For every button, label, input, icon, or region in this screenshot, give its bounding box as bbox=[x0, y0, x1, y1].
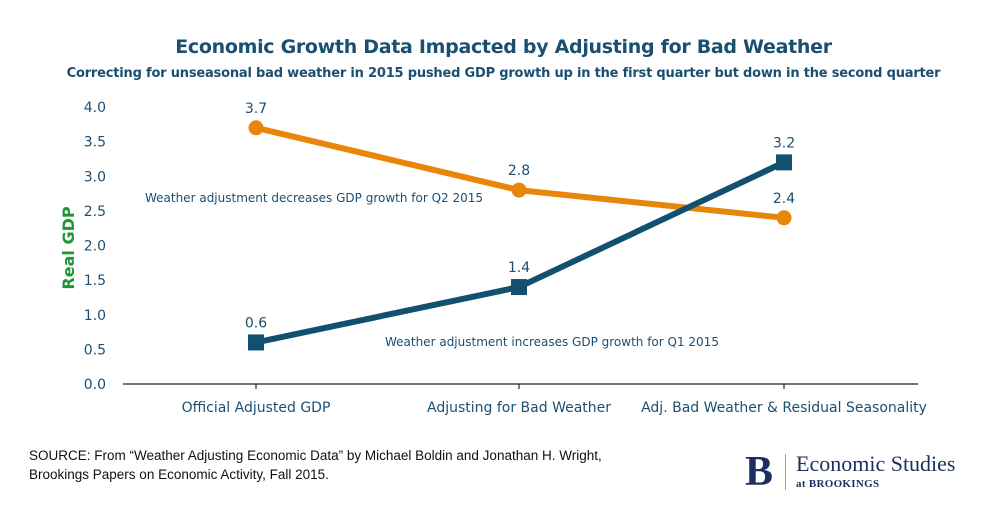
y-tick-label: 0.5 bbox=[84, 342, 106, 358]
data-point-circle bbox=[511, 182, 527, 198]
logo-main-text: Economic Studies bbox=[796, 451, 956, 476]
y-tick-label: 3.0 bbox=[84, 169, 106, 185]
brookings-logo: B Economic Studies at BROOKINGS bbox=[745, 450, 956, 494]
y-tick-label: 2.0 bbox=[84, 239, 106, 255]
x-tick-label: Official Adjusted GDP bbox=[182, 400, 331, 416]
source-line-1: SOURCE: From “Weather Adjusting Economic… bbox=[29, 448, 602, 463]
x-ticks bbox=[255, 384, 785, 389]
data-label: 3.2 bbox=[773, 135, 795, 151]
data-label: 0.6 bbox=[245, 315, 267, 331]
data-point-square bbox=[248, 334, 264, 351]
series-group: 3.7 2.8 2.4 0.6 1.4 3.2 bbox=[245, 101, 795, 351]
data-label: 2.4 bbox=[773, 191, 795, 207]
y-tick-label: 2.5 bbox=[84, 204, 106, 220]
line-chart: Real GDP 0.0 0.5 1.0 1.5 2.0 2.5 3.0 3.5 4.0 Off… bbox=[59, 100, 927, 416]
annotations: Weather adjustment decreases GDP growth … bbox=[145, 191, 719, 349]
y-tick-label: 0.0 bbox=[84, 377, 106, 393]
x-tick-labels: Official Adjusted GDP Adjusting for Bad W… bbox=[182, 400, 927, 416]
y-tick-label: 1.0 bbox=[84, 308, 106, 324]
source-note: SOURCE: From “Weather Adjusting Economic… bbox=[29, 446, 602, 484]
series-q2: 3.7 2.8 2.4 bbox=[245, 101, 795, 226]
data-point-circle bbox=[248, 120, 264, 136]
data-point-square bbox=[776, 154, 792, 171]
x-tick-label: Adj. Bad Weather & Residual Seasonality bbox=[641, 400, 927, 416]
annotation-q2: Weather adjustment decreases GDP growth … bbox=[145, 191, 483, 205]
chart-title: Economic Growth Data Impacted by Adjusti… bbox=[175, 36, 832, 58]
y-tick-labels: 0.0 0.5 1.0 1.5 2.0 2.5 3.0 3.5 4.0 bbox=[84, 100, 106, 393]
y-tick-label: 1.5 bbox=[84, 273, 106, 289]
annotation-q1: Weather adjustment increases GDP growth … bbox=[385, 335, 719, 349]
chart-subtitle: Correcting for unseasonal bad weather in… bbox=[66, 66, 941, 81]
data-point-circle bbox=[776, 210, 792, 226]
data-label: 2.8 bbox=[508, 163, 530, 179]
y-tick-label: 3.5 bbox=[84, 135, 106, 151]
series-q1: 0.6 1.4 3.2 bbox=[245, 135, 795, 351]
logo-letter: B bbox=[745, 449, 774, 495]
data-point-square bbox=[511, 279, 527, 296]
data-label: 3.7 bbox=[245, 101, 267, 117]
y-axis-label: Real GDP bbox=[59, 206, 78, 289]
logo-text: Economic Studies at BROOKINGS bbox=[796, 452, 955, 492]
data-label: 1.4 bbox=[508, 260, 530, 276]
source-line-2: Brookings Papers on Economic Activity, F… bbox=[29, 467, 329, 482]
x-tick-label: Adjusting for Bad Weather bbox=[427, 400, 611, 416]
logo-sub-text: at BROOKINGS bbox=[796, 478, 880, 490]
y-tick-label: 4.0 bbox=[84, 100, 106, 116]
logo-divider bbox=[785, 454, 787, 490]
